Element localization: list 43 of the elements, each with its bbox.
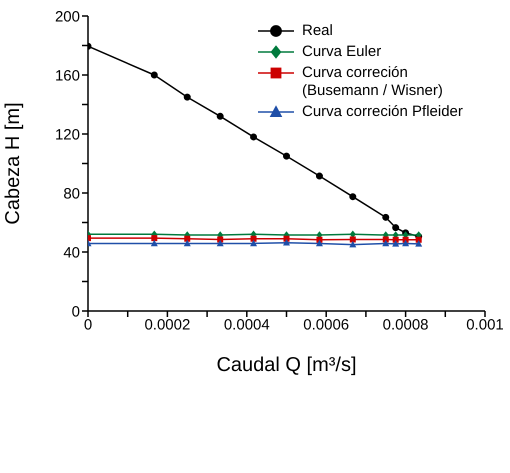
y-tick-label: 200: [54, 8, 80, 26]
x-tick-label: 0.0002: [144, 316, 190, 334]
point: [184, 240, 191, 246]
point: [250, 133, 258, 140]
legend-label: Curva correción (Busemann / Wisner): [302, 64, 444, 100]
y-tick-label: 80: [63, 185, 80, 202]
point: [392, 224, 400, 232]
point: [392, 240, 400, 247]
point: [150, 240, 158, 246]
point: [184, 236, 190, 242]
point: [316, 172, 323, 180]
y-axis-title: Cabeza H [m]: [2, 102, 24, 225]
point: [349, 240, 356, 248]
y-tick-label: 0: [72, 303, 80, 320]
point: [150, 72, 158, 78]
point: [283, 238, 290, 246]
x-tick-label: 0.001: [466, 316, 504, 334]
y-tick-label: 40: [63, 244, 80, 262]
x-tick-label: 0: [84, 316, 92, 334]
legend-label: Curva Euler: [302, 43, 382, 61]
x-tick-label: 0.0006: [303, 316, 350, 334]
point: [382, 214, 390, 221]
point: [250, 236, 257, 242]
point: [316, 240, 323, 246]
x-tick-label: 0.0008: [382, 316, 429, 334]
x-tick-label: 0.0004: [224, 316, 270, 334]
point: [415, 240, 422, 247]
point: [250, 240, 258, 246]
point: [283, 152, 290, 160]
point: [216, 112, 224, 120]
x-axis-title: Caudal Q [m³/s]: [216, 354, 357, 376]
point: [151, 235, 158, 242]
y-tick-label: 160: [54, 67, 80, 84]
point: [349, 193, 356, 200]
legend-label: Curva correción Pfleider: [302, 103, 464, 121]
point: [216, 240, 224, 246]
point: [284, 236, 290, 242]
legend-label: Real: [302, 22, 334, 40]
point: [382, 240, 390, 246]
point: [350, 236, 356, 242]
y-tick-label: 120: [54, 126, 80, 144]
point: [184, 94, 191, 101]
point: [402, 240, 410, 246]
